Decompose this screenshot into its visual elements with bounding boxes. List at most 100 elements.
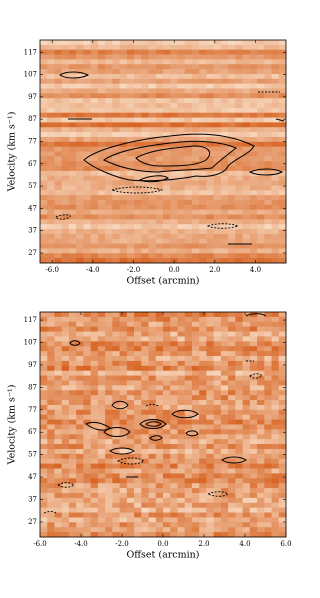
heatmap-cell: [272, 371, 280, 376]
heatmap-cell: [91, 390, 99, 395]
heatmap-cell: [243, 219, 251, 224]
heatmap-cell: [40, 244, 48, 249]
heatmap-cell: [235, 147, 243, 152]
heatmap-cell: [98, 118, 106, 123]
heatmap-cell: [214, 74, 222, 79]
heatmap-cell: [177, 69, 185, 74]
heatmap-cell: [112, 522, 120, 527]
heatmap-cell: [98, 488, 106, 493]
heatmap-cell: [54, 395, 62, 400]
heatmap-cell: [279, 122, 287, 127]
heatmap-cell: [264, 459, 272, 464]
heatmap-cell: [98, 50, 106, 55]
heatmap-cell: [127, 478, 135, 483]
heatmap-cell: [235, 478, 243, 483]
heatmap-cell: [76, 205, 84, 210]
heatmap-cell: [177, 356, 185, 361]
heatmap-cell: [76, 219, 84, 224]
heatmap-cell: [170, 449, 178, 454]
heatmap-cell: [112, 156, 120, 161]
heatmap-cell: [177, 508, 185, 513]
heatmap-cell: [112, 332, 120, 337]
heatmap-cell: [185, 336, 193, 341]
heatmap-cell: [199, 361, 207, 366]
heatmap-cell: [47, 239, 55, 244]
heatmap-cell: [177, 527, 185, 532]
heatmap-cell: [47, 527, 55, 532]
heatmap-cell: [192, 152, 200, 157]
heatmap-cell: [235, 508, 243, 513]
heatmap-cell: [235, 517, 243, 522]
heatmap-cell: [127, 346, 135, 351]
heatmap-cell: [214, 429, 222, 434]
heatmap-cell: [214, 517, 222, 522]
heatmap-cell: [192, 79, 200, 84]
heatmap-cell: [185, 64, 193, 69]
heatmap-cell: [40, 483, 48, 488]
heatmap-cell: [120, 390, 128, 395]
heatmap-cell: [112, 118, 120, 123]
heatmap-cell: [47, 429, 55, 434]
heatmap-cell: [83, 200, 91, 205]
heatmap-cell: [91, 517, 99, 522]
heatmap-cell: [105, 371, 113, 376]
heatmap-cell: [192, 351, 200, 356]
heatmap-cell: [98, 493, 106, 498]
heatmap-cell: [264, 464, 272, 469]
heatmap-cell: [54, 161, 62, 166]
heatmap-cell: [272, 98, 280, 103]
heatmap-cell: [120, 483, 128, 488]
heatmap-cell: [177, 493, 185, 498]
heatmap-cell: [83, 88, 91, 93]
heatmap-cell: [221, 415, 229, 420]
heatmap-cell: [272, 410, 280, 415]
heatmap-cell: [98, 127, 106, 132]
heatmap-cell: [112, 127, 120, 132]
heatmap-cell: [221, 200, 229, 205]
heatmap-cell: [214, 371, 222, 376]
heatmap-cell: [134, 449, 142, 454]
heatmap-cell: [47, 385, 55, 390]
heatmap-cell: [98, 312, 106, 317]
heatmap-cell: [264, 469, 272, 474]
heatmap-cell: [47, 327, 55, 332]
heatmap-cell: [199, 239, 207, 244]
heatmap-cell: [170, 156, 178, 161]
heatmap-cell: [257, 317, 265, 322]
heatmap-cell: [105, 439, 113, 444]
heatmap-cell: [192, 45, 200, 50]
heatmap-cell: [228, 181, 236, 186]
heatmap-cell: [177, 210, 185, 215]
heatmap-cell: [170, 420, 178, 425]
heatmap-cell: [141, 434, 149, 439]
heatmap-cell: [134, 380, 142, 385]
heatmap-cell: [163, 195, 171, 200]
heatmap-cell: [112, 429, 120, 434]
heatmap-cell: [69, 239, 77, 244]
heatmap-cell: [62, 351, 70, 356]
heatmap-cell: [141, 498, 149, 503]
heatmap-cell: [69, 376, 77, 381]
heatmap-cell: [127, 473, 135, 478]
heatmap-cell: [221, 517, 229, 522]
heatmap-cell: [257, 113, 265, 118]
heatmap-cell: [177, 253, 185, 258]
heatmap-cell: [105, 351, 113, 356]
heatmap-cell: [185, 248, 193, 253]
heatmap-cell: [243, 498, 251, 503]
heatmap-cell: [76, 171, 84, 176]
heatmap-cell: [47, 64, 55, 69]
heatmap-cell: [257, 195, 265, 200]
heatmap-cell: [47, 346, 55, 351]
heatmap-cell: [177, 361, 185, 366]
heatmap-cell: [40, 459, 48, 464]
heatmap-cell: [62, 390, 70, 395]
heatmap-cell: [163, 127, 171, 132]
heatmap-cell: [127, 248, 135, 253]
heatmap-cell: [250, 444, 258, 449]
heatmap-cell: [257, 181, 265, 186]
heatmap-cell: [214, 478, 222, 483]
heatmap-cell: [214, 385, 222, 390]
heatmap-cell: [69, 327, 77, 332]
heatmap-cell: [76, 513, 84, 518]
